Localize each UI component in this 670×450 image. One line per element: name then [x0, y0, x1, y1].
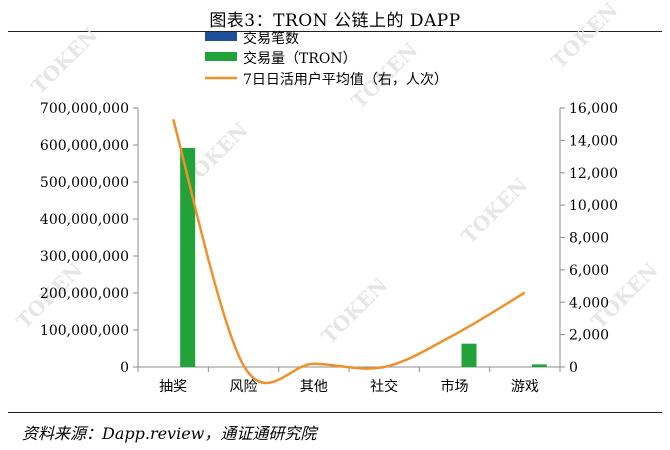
- left-tick-label: 200,000,000: [40, 286, 129, 302]
- legend-label: 7日日活用户平均值（右，人次）: [243, 71, 448, 88]
- bar-volume: [180, 147, 196, 367]
- right-tick-label: 16,000: [569, 101, 618, 117]
- watermark-text: TOKEN: [317, 273, 393, 349]
- left-tick-label: 500,000,000: [40, 175, 129, 191]
- left-tick-label: 400,000,000: [40, 212, 129, 228]
- right-tick-label: 14,000: [569, 133, 618, 149]
- x-tick-label: 市场: [441, 378, 469, 395]
- legend-label: 交易笔数: [243, 30, 299, 47]
- source-note: 资料来源：Dapp.review，通证通研究院: [22, 424, 317, 443]
- x-tick-label: 风险: [230, 379, 258, 395]
- x-tick-label: 社交: [370, 378, 398, 395]
- left-tick-label: 700,000,000: [40, 101, 129, 117]
- legend-swatch: [205, 52, 237, 61]
- right-tick-label: 12,000: [569, 166, 618, 182]
- left-y-axis: 0 100,000,000 200,000,000 300,000,000 400,00…: [40, 101, 139, 376]
- right-tick-label: 0: [569, 360, 578, 376]
- x-axis: 抽奖 风险 其他 社交 市场 游戏: [137, 366, 561, 395]
- bar-volume: [461, 343, 477, 367]
- x-tick-label: 抽奖: [159, 378, 187, 395]
- legend-swatch: [205, 32, 237, 41]
- left-tick-label: 600,000,000: [40, 138, 129, 154]
- x-tick-label: 其他: [300, 379, 328, 395]
- right-tick-label: 8,000: [569, 231, 609, 247]
- left-tick-label: 0: [120, 360, 129, 376]
- watermark-text: TOKEN: [547, 0, 623, 74]
- x-tick-label: 游戏: [511, 379, 539, 395]
- right-tick-label: 4,000: [569, 295, 609, 311]
- right-tick-label: 2,000: [569, 328, 609, 344]
- watermark-text: TOKEN: [27, 23, 103, 99]
- right-y-axis: 0 2,000 4,000 6,000 8,000 10,000 12,000 14,000 1…: [559, 101, 618, 376]
- left-tick-label: 300,000,000: [40, 249, 129, 265]
- watermark-text: TOKEN: [457, 173, 533, 249]
- bar-volume: [531, 364, 547, 367]
- bar-series: [180, 147, 547, 367]
- legend-label: 交易量（TRON）: [243, 50, 357, 67]
- right-tick-label: 6,000: [569, 263, 609, 279]
- title-divider: [8, 31, 662, 32]
- source-divider: [8, 412, 662, 413]
- right-tick-label: 10,000: [569, 198, 618, 214]
- line-series: [171, 118, 526, 385]
- left-tick-label: 100,000,000: [40, 323, 129, 339]
- figure-title: 图表3：TRON 公链上的 DAPP: [209, 11, 461, 31]
